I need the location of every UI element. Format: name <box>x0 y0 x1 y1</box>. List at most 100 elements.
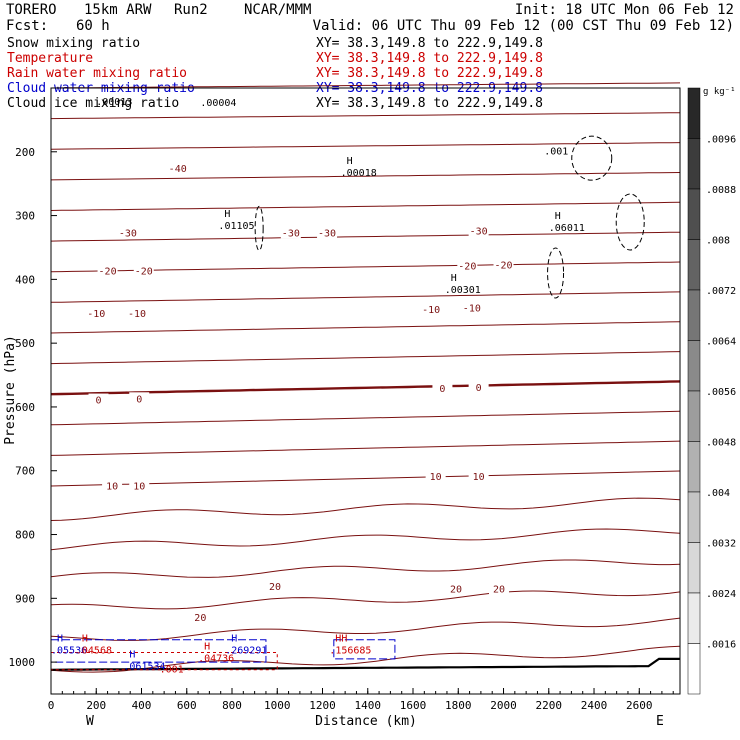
temperature-contour-label: 10 <box>106 482 118 493</box>
terrain-line <box>50 657 680 671</box>
temperature-contour-label: 10 <box>473 472 485 483</box>
label-background <box>102 479 123 492</box>
field-name: Cloud ice mixing ratio <box>7 96 179 111</box>
colorbar-segment <box>687 340 701 392</box>
label-background <box>488 582 509 595</box>
rain-water-contour <box>50 652 278 671</box>
x-tick-label: 1600 <box>400 699 427 712</box>
label-background <box>457 259 478 272</box>
label-background <box>86 306 107 319</box>
y-tick-label: 1000 <box>9 656 36 669</box>
isotherm <box>50 142 681 150</box>
colorbar-segment <box>687 441 701 493</box>
colorbar-segment <box>687 188 701 240</box>
colorbar-label: .008 <box>706 236 730 247</box>
temperature-contour-label: -30 <box>119 228 137 239</box>
resolution-label: 15km ARW <box>84 2 152 18</box>
isotherm <box>50 559 681 578</box>
colorbar-segment <box>687 289 701 341</box>
colorbar-segment <box>687 491 701 543</box>
temperature-contour-label: 0 <box>136 394 142 405</box>
isotherm <box>50 617 681 641</box>
isotherm <box>50 470 681 487</box>
isotherm <box>50 112 680 120</box>
y-tick-label: 300 <box>15 210 35 223</box>
colorbar-label: .0024 <box>706 589 736 600</box>
label-background <box>421 302 442 315</box>
label-background <box>468 470 489 483</box>
field-xy: XY= 38.3,149.8 to 222.9,149.8 <box>316 96 543 111</box>
extremum-value: .061534 <box>123 661 165 672</box>
extremum-symbol: H <box>231 633 237 644</box>
plot-frame <box>50 87 681 695</box>
isotherm <box>50 440 681 456</box>
temperature-contour-label: -10 <box>87 309 105 320</box>
colorbar-label: .0056 <box>706 387 736 398</box>
temperature-contour-label: 10 <box>430 472 442 483</box>
field-name: Rain water mixing ratio <box>7 66 187 81</box>
x-tick-label: 200 <box>86 699 106 712</box>
temperature-contour-label: 10 <box>133 482 145 493</box>
label-background <box>97 264 118 277</box>
field-xy: XY= 38.3,149.8 to 222.9,149.8 <box>316 51 543 66</box>
colorbar-segment <box>687 138 701 190</box>
extremum-symbol: H <box>451 273 457 284</box>
extremum-value: .04568 <box>76 645 112 656</box>
colorbar-segment <box>687 87 701 139</box>
x-tick-label: 2200 <box>536 699 563 712</box>
temperature-contour-label: 20 <box>493 584 505 595</box>
isotherm <box>50 201 681 211</box>
contour-labels: -40 -30 -30 -30 -30 -20 -20 -20 -20 -10 -10 -10 -10 0… <box>51 97 585 676</box>
y-tick-label: 900 <box>15 592 35 605</box>
field-legend: Snow mixing ratio XY= 38.3,149.8 to 222.9… <box>7 36 543 111</box>
extremum-symbol: H <box>82 633 88 644</box>
x-tick-label: 2400 <box>581 699 608 712</box>
isotherm <box>50 231 681 242</box>
extremum-symbol: HH <box>335 633 347 644</box>
colorbar: .0096 .0088 .008 .0072 .0064 .0056 .0048 .004 .0… <box>687 87 736 695</box>
label-background <box>468 380 489 393</box>
east-endpoint-label: E <box>656 714 664 729</box>
x-tick-label: 2000 <box>490 699 517 712</box>
y-tick-label: 600 <box>15 401 35 414</box>
colorbar-segment <box>687 390 701 442</box>
y-tick-label: 200 <box>15 146 35 159</box>
isotherm <box>50 321 681 334</box>
extremum-value: .00004 <box>200 98 236 109</box>
field-name: Snow mixing ratio <box>7 36 140 51</box>
extremum-symbol: H <box>347 156 353 167</box>
colorbar-unit: g kg⁻¹ <box>703 87 736 97</box>
label-background <box>493 258 514 271</box>
colorbar-label: .0096 <box>706 135 736 146</box>
x-tick-label: 1200 <box>309 699 336 712</box>
temperature-contour-label: -30 <box>282 228 300 239</box>
extremum-value: .04736 <box>198 654 234 665</box>
extremum-value: .01105 <box>218 221 254 232</box>
isotherm <box>50 590 681 610</box>
cloud-ice-contour <box>571 135 613 181</box>
label-background <box>167 162 188 175</box>
y-tick-label: 800 <box>15 529 35 542</box>
isotherm <box>50 528 681 551</box>
y-tick-label: 700 <box>15 465 35 478</box>
temperature-contour-label: -40 <box>169 164 187 175</box>
y-tick-label: 400 <box>15 273 35 286</box>
extremum-value: .001 <box>544 147 568 158</box>
colorbar-label: .0032 <box>706 539 736 550</box>
extremum-value: .001 <box>160 664 184 675</box>
x-tick-label: 1800 <box>445 699 472 712</box>
extremum-symbol: H <box>57 633 63 644</box>
label-background <box>129 479 150 492</box>
extremum-symbol: H <box>129 649 135 660</box>
isotherm <box>50 172 681 181</box>
temperature-contour-label: -10 <box>463 304 481 315</box>
init-time: Init: 18 UTC Mon 06 Feb 12 <box>515 2 734 18</box>
colorbar-label: .0088 <box>706 185 736 196</box>
isotherm <box>50 497 681 521</box>
label-background <box>446 582 467 595</box>
label-background <box>264 579 285 592</box>
valid-time: Valid: 06 UTC Thu 09 Feb 12 (00 CST Thu … <box>313 18 734 34</box>
temperature-contours <box>50 82 681 673</box>
colorbar-label: .0016 <box>706 640 736 651</box>
